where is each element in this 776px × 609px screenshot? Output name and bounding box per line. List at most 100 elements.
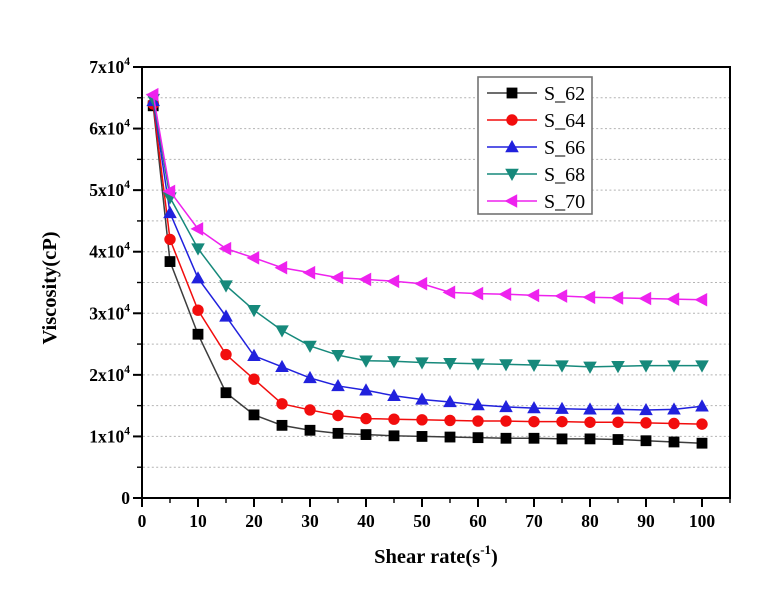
data-point-S_64 — [668, 417, 680, 430]
data-point-S_62 — [220, 387, 232, 399]
series-S_68 — [146, 93, 709, 374]
data-point-S_66 — [275, 359, 289, 373]
series-S_70 — [145, 87, 708, 307]
data-point-S_66 — [247, 348, 261, 361]
data-point-S_62 — [276, 419, 288, 431]
data-point-S_64 — [528, 415, 540, 428]
data-point-S_68 — [639, 360, 653, 373]
data-point-S_64 — [248, 373, 260, 385]
y-tick-label: 2x104 — [89, 364, 130, 385]
data-point-S_68 — [527, 359, 541, 373]
x-tick-label: 60 — [469, 511, 487, 531]
data-point-S_62 — [612, 434, 624, 445]
data-point-S_66 — [639, 402, 653, 416]
data-point-S_70 — [190, 222, 204, 236]
data-point-S_64 — [332, 409, 344, 422]
data-point-S_64 — [192, 304, 204, 316]
data-point-S_64 — [388, 413, 400, 425]
series-layer — [145, 87, 709, 449]
data-point-S_64 — [416, 414, 428, 426]
data-point-S_68 — [443, 357, 457, 371]
data-point-S_64 — [276, 398, 288, 410]
data-point-S_70 — [302, 265, 316, 280]
legend-entry-S_66: S_66 — [487, 137, 585, 159]
data-point-S_64 — [360, 412, 372, 425]
data-point-S_70 — [442, 285, 456, 300]
series-S_66 — [146, 93, 709, 416]
y-axis-title: Viscosity(cP) — [39, 231, 61, 344]
data-point-S_66 — [415, 392, 429, 405]
data-point-S_70 — [526, 288, 540, 303]
data-point-S_68 — [247, 305, 261, 318]
data-point-S_62 — [528, 432, 540, 444]
data-point-S_68 — [303, 340, 317, 353]
data-point-S_62 — [164, 256, 176, 267]
data-point-S_62 — [556, 433, 568, 445]
legend-marker-S_64 — [506, 114, 518, 126]
y-tick-label: 1x104 — [89, 425, 130, 446]
data-point-S_70 — [666, 292, 680, 306]
data-point-S_62 — [472, 432, 484, 444]
data-point-S_66 — [471, 398, 485, 411]
data-point-S_68 — [219, 280, 233, 293]
data-point-S_68 — [471, 358, 485, 371]
data-point-S_64 — [164, 233, 176, 246]
data-point-S_68 — [695, 360, 709, 373]
data-point-S_66 — [387, 388, 401, 401]
data-point-S_70 — [498, 287, 512, 301]
data-point-S_62 — [640, 435, 652, 447]
data-point-S_62 — [304, 424, 316, 436]
y-tick-label: 0 — [121, 488, 130, 508]
data-point-S_68 — [359, 355, 373, 368]
data-point-S_66 — [303, 370, 317, 384]
x-tick-label: 50 — [413, 511, 431, 531]
data-point-S_66 — [695, 399, 709, 412]
data-point-S_62 — [668, 436, 680, 448]
x-tick-label: 10 — [189, 511, 207, 531]
x-tick-label: 20 — [245, 511, 263, 531]
data-point-S_70 — [554, 289, 568, 303]
y-tick-label: 6x104 — [89, 118, 130, 139]
x-tick-label: 40 — [357, 511, 375, 531]
y-tick-label: 7x104 — [89, 56, 130, 77]
data-point-S_70 — [330, 270, 344, 285]
data-point-S_66 — [443, 394, 457, 408]
series-line-S_64 — [152, 103, 703, 425]
x-tick-label: 70 — [525, 511, 543, 531]
legend-entry-S_70: S_70 — [487, 191, 585, 213]
data-point-S_62 — [192, 328, 204, 340]
data-point-S_62 — [444, 431, 456, 443]
legend-label-S_62: S_62 — [544, 83, 585, 105]
legend-entry-S_64: S_64 — [487, 110, 585, 132]
y-tick-label: 4x104 — [89, 241, 130, 262]
legend-label-S_68: S_68 — [544, 164, 585, 186]
data-point-S_70 — [638, 291, 652, 306]
y-tick-label: 5x104 — [89, 179, 130, 200]
data-point-S_68 — [415, 357, 429, 370]
data-point-S_70 — [414, 276, 428, 291]
data-point-S_62 — [584, 433, 596, 445]
data-point-S_64 — [444, 414, 456, 427]
data-point-S_64 — [472, 415, 484, 427]
x-tick-label: 100 — [689, 511, 716, 531]
axes-layer: 0 10 20 30 40 50 60 70 80 90 100 0 1x104 2x104 3x104 4x… — [89, 56, 731, 568]
data-point-S_64 — [640, 417, 652, 429]
data-point-S_66 — [359, 383, 373, 396]
series-S_62 — [147, 100, 708, 449]
legend-marker-S_62 — [506, 87, 518, 99]
data-point-S_66 — [163, 205, 177, 219]
series-line-S_70 — [152, 94, 703, 301]
x-tick-label: 90 — [637, 511, 655, 531]
legend-entry-S_68: S_68 — [487, 164, 585, 186]
data-point-S_70 — [386, 274, 400, 289]
data-point-S_68 — [387, 356, 401, 369]
data-point-S_70 — [145, 87, 159, 102]
data-point-S_62 — [388, 430, 400, 442]
data-point-S_68 — [499, 359, 513, 372]
data-point-S_62 — [332, 427, 344, 439]
data-point-S_70 — [582, 290, 596, 305]
legend-label-S_70: S_70 — [544, 191, 585, 213]
grid-layer — [143, 97, 729, 468]
x-tick-label: 80 — [581, 511, 599, 531]
